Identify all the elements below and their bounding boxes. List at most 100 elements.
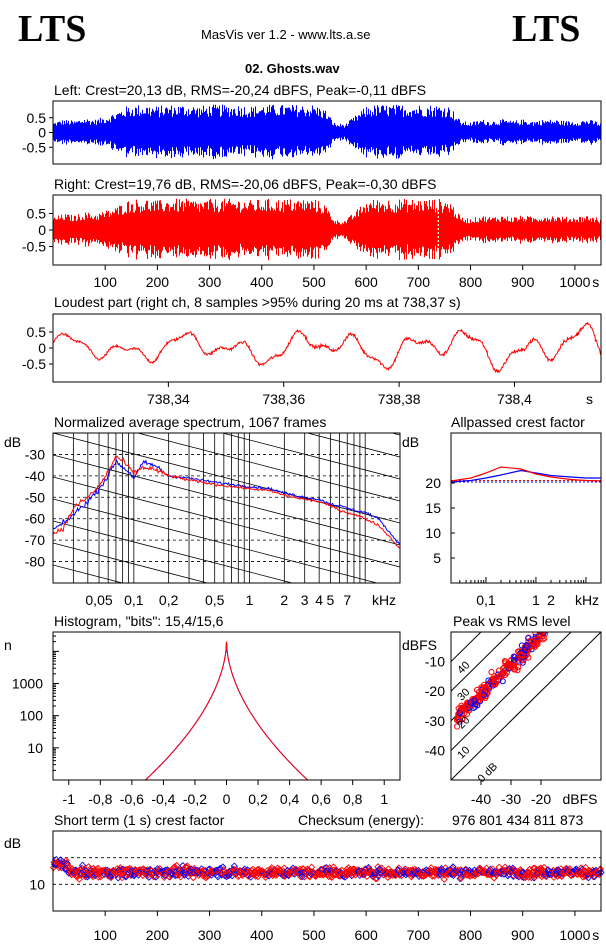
time-axis-label: 500 bbox=[302, 274, 326, 290]
histogram-xtick-label: 0 bbox=[223, 791, 231, 807]
spectrum-xtick-label: 0,2 bbox=[159, 592, 179, 608]
peak-vs-rms-xlabel: dBFS bbox=[562, 791, 597, 807]
histogram-series-right bbox=[60, 641, 393, 781]
app-title: MasVis ver 1.2 - www.lts.a.se bbox=[201, 27, 371, 42]
short-term-point bbox=[371, 869, 379, 877]
peak-vs-rms-xtick-label: -20 bbox=[531, 791, 551, 807]
peak-vs-rms-point bbox=[459, 716, 466, 723]
allpassed-ytick-label: 20 bbox=[425, 475, 441, 491]
peak-vs-rms-point bbox=[533, 636, 540, 643]
time-axis-label: 800 bbox=[459, 274, 483, 290]
short-term-point bbox=[248, 869, 257, 878]
peak-vs-rms-point bbox=[532, 632, 539, 636]
right-waveform-signal bbox=[53, 198, 601, 261]
histogram-xtick-label: 0,8 bbox=[343, 791, 363, 807]
loudest-part-signal bbox=[52, 321, 602, 374]
peak-vs-rms-point bbox=[486, 682, 494, 690]
left-waveform-ytick-label: -0.5 bbox=[22, 139, 46, 155]
histogram-series-left bbox=[60, 641, 393, 781]
histogram-xtick-label: -1 bbox=[63, 791, 76, 807]
histogram-title: Histogram, "bits": 15,4/15,6 bbox=[54, 613, 224, 629]
short-term-point bbox=[537, 866, 545, 874]
histogram-xtick-label: -0,2 bbox=[183, 791, 207, 807]
peak-vs-rms-point bbox=[528, 638, 535, 645]
peak-vs-rms-ytick-label: -30 bbox=[425, 713, 445, 729]
short-term-point bbox=[302, 867, 310, 876]
short-term-xtick-label: 200 bbox=[146, 927, 170, 943]
spectrum-ytick-label: -60 bbox=[25, 511, 45, 527]
short-term-point bbox=[184, 872, 192, 880]
peak-vs-rms-point bbox=[525, 654, 532, 661]
left-waveform-ytick-label: 0.5 bbox=[27, 110, 47, 126]
time-axis-label: s bbox=[592, 274, 599, 290]
peak-vs-rms-group bbox=[451, 625, 601, 780]
short-term-xtick-label: 700 bbox=[407, 927, 431, 943]
peak-vs-rms-point bbox=[499, 678, 506, 685]
logo-left: LTS bbox=[18, 8, 87, 50]
short-term-point bbox=[220, 868, 228, 876]
short-term-point bbox=[443, 867, 451, 875]
short-term-point bbox=[235, 871, 243, 880]
short-term-point bbox=[189, 873, 197, 882]
loudest-part-ytick-label: 0.5 bbox=[27, 324, 47, 340]
short-term-xtick-label: s bbox=[592, 927, 599, 943]
allpassed-ytick-label: 5 bbox=[433, 550, 441, 566]
file-name: 02. Ghosts.wav bbox=[245, 61, 340, 76]
peak-vs-rms-point bbox=[500, 665, 507, 672]
allpassed-ylabel: dB bbox=[402, 434, 419, 450]
spectrum-xtick-label: 3 bbox=[301, 592, 309, 608]
allpassed-ytick-label: 15 bbox=[425, 500, 441, 516]
peak-vs-rms-point bbox=[485, 677, 492, 684]
peak-vs-rms-point bbox=[531, 642, 538, 649]
short-term-ytick-label: 10 bbox=[29, 876, 45, 892]
spectrum-slope-line bbox=[53, 520, 294, 583]
peak-vs-rms-ytick-label: -10 bbox=[425, 654, 445, 670]
spectrum-xtick-label: kHz bbox=[372, 592, 396, 608]
peak-vs-rms-point bbox=[538, 632, 544, 634]
short-term-crest-title: Short term (1 s) crest factor bbox=[54, 812, 225, 828]
spectrum-grid bbox=[53, 433, 400, 699]
time-axis-label: 100 bbox=[94, 274, 118, 290]
spectrum-slope-line bbox=[53, 433, 400, 524]
peak-vs-rms-xtick-label: -40 bbox=[471, 791, 491, 807]
crest-line-label: 10 bbox=[455, 744, 472, 761]
histogram-xtick-label: 0,4 bbox=[280, 791, 300, 807]
histogram-ylabel: n bbox=[4, 637, 12, 653]
left-waveform-title: Left: Crest=20,13 dB, RMS=-20,24 dBFS, P… bbox=[54, 82, 427, 98]
peak-vs-rms-point bbox=[501, 671, 509, 678]
spectrum-xtick-label: 2 bbox=[280, 592, 288, 608]
short-term-point bbox=[540, 863, 548, 872]
peak-vs-rms-point bbox=[481, 691, 488, 699]
right-waveform-ytick-label: -0.5 bbox=[22, 239, 46, 255]
spectrum-xtick-label: 0,5 bbox=[205, 592, 225, 608]
peak-vs-rms-point bbox=[542, 625, 547, 630]
spectrum-series-right bbox=[53, 455, 400, 549]
spectrum-frame bbox=[52, 432, 401, 584]
short-term-point bbox=[596, 865, 605, 873]
short-term-point bbox=[113, 865, 121, 873]
short-term-point bbox=[449, 863, 457, 871]
spectrum-ytick-label: -30 bbox=[25, 446, 45, 462]
spectrum-slope-line bbox=[53, 609, 400, 699]
spectrum-xtick-label: 1 bbox=[246, 592, 254, 608]
peak-vs-rms-point bbox=[511, 654, 519, 661]
left-waveform-group bbox=[53, 104, 601, 160]
short-term-point bbox=[163, 866, 172, 874]
loudest-part-ytick-label: -0.5 bbox=[22, 356, 46, 372]
histogram-frame bbox=[52, 631, 401, 781]
allpassed-series-right bbox=[450, 466, 602, 482]
peak-vs-rms-point bbox=[538, 632, 541, 633]
short-term-point bbox=[152, 873, 160, 881]
peak-vs-rms-title: Peak vs RMS level bbox=[453, 613, 571, 629]
peak-vs-rms-point bbox=[488, 668, 495, 676]
spectrum-slope-line bbox=[53, 454, 400, 546]
allpassed-ytick-label: 10 bbox=[425, 525, 441, 541]
short-term-point bbox=[81, 871, 89, 879]
allpassed-crest-title: Allpassed crest factor bbox=[451, 414, 585, 430]
allpassed-xtick-label: kHz bbox=[575, 592, 599, 608]
loudest-part-title: Loudest part (right ch, 8 samples >95% d… bbox=[54, 294, 461, 310]
loudest-part-xtick-label: 738,36 bbox=[262, 391, 305, 407]
histogram-xtick-label: -0,6 bbox=[120, 791, 144, 807]
spectrum-ytick-label: -50 bbox=[25, 489, 45, 505]
short-term-point bbox=[57, 859, 65, 867]
